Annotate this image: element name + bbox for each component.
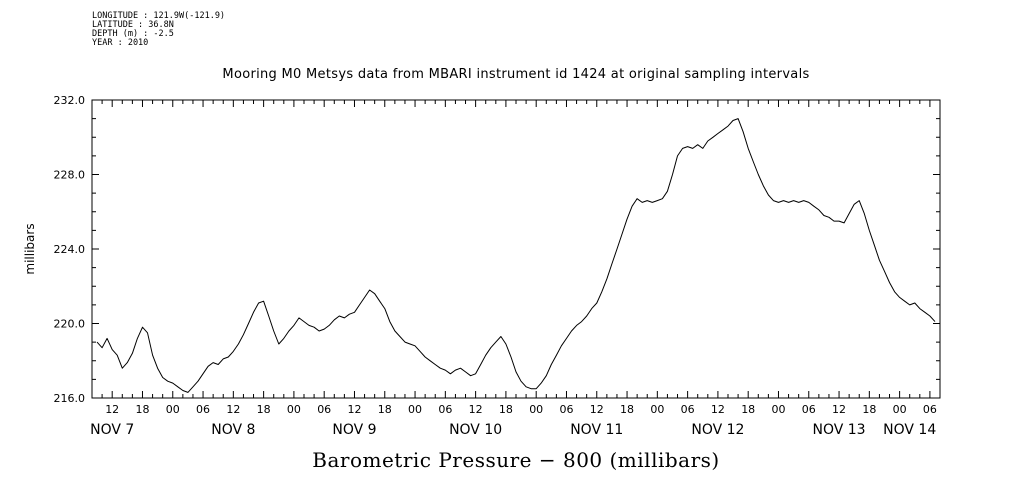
x-tick-label: 06 xyxy=(802,403,816,416)
y-tick-label: 228.0 xyxy=(54,169,86,182)
metadata-block: LONGITUDE : 121.9W(-121.9) LATITUDE : 36… xyxy=(92,12,225,48)
x-day-label: NOV 9 xyxy=(332,422,376,438)
x-tick-label: 18 xyxy=(135,403,149,416)
x-tick-label: 06 xyxy=(196,403,210,416)
y-tick-label: 216.0 xyxy=(54,392,86,405)
x-tick-label: 12 xyxy=(226,403,240,416)
x-tick-label: 00 xyxy=(287,403,301,416)
plot-frame xyxy=(91,99,941,399)
x-tick-label: 12 xyxy=(711,403,725,416)
x-tick-label: 12 xyxy=(469,403,483,416)
x-tick-label: 18 xyxy=(499,403,513,416)
x-tick-label: 12 xyxy=(832,403,846,416)
plot-title: Mooring M0 Metsys data from MBARI instru… xyxy=(222,67,810,82)
meta-depth: DEPTH (m) : -2.5 xyxy=(92,29,174,39)
pressure-line xyxy=(96,118,936,393)
x-day-label: NOV 7 xyxy=(90,422,134,438)
x-tick-label: 12 xyxy=(347,403,361,416)
x-day-label: NOV 14 xyxy=(883,422,936,438)
x-day-label: NOV 11 xyxy=(570,422,623,438)
y-tick-label: 220.0 xyxy=(54,318,86,331)
x-tick-label: 18 xyxy=(257,403,271,416)
meta-year: YEAR : 2010 xyxy=(92,38,149,48)
x-tick-label: 12 xyxy=(105,403,119,416)
x-tick-label: 00 xyxy=(166,403,180,416)
x-day-label: NOV 10 xyxy=(449,422,502,438)
x-day-label: NOV 8 xyxy=(211,422,255,438)
x-tick-label: 18 xyxy=(862,403,876,416)
y-tick-label: 232.0 xyxy=(54,94,86,107)
x-day-label: NOV 12 xyxy=(691,422,744,438)
x-tick-label: 06 xyxy=(681,403,695,416)
x-tick-label: 00 xyxy=(771,403,785,416)
x-tick-label: 06 xyxy=(923,403,937,416)
x-tick-label: 00 xyxy=(893,403,907,416)
x-tick-label: 18 xyxy=(378,403,392,416)
y-tick-label: 224.0 xyxy=(54,243,86,256)
x-tick-label: 06 xyxy=(317,403,331,416)
x-tick-label: 00 xyxy=(650,403,664,416)
x-day-label: NOV 13 xyxy=(813,422,866,438)
x-tick-label: 00 xyxy=(408,403,422,416)
x-tick-label: 18 xyxy=(741,403,755,416)
x-tick-label: 12 xyxy=(590,403,604,416)
x-tick-label: 06 xyxy=(438,403,452,416)
x-tick-label: 06 xyxy=(559,403,573,416)
meta-latitude: LATITUDE : 36.8N xyxy=(92,20,174,30)
x-tick-label: 00 xyxy=(529,403,543,416)
x-axis-title: Barometric Pressure − 800 (millibars) xyxy=(312,448,720,472)
meta-longitude: LONGITUDE : 121.9W(-121.9) xyxy=(92,11,226,21)
x-tick-label: 18 xyxy=(620,403,634,416)
